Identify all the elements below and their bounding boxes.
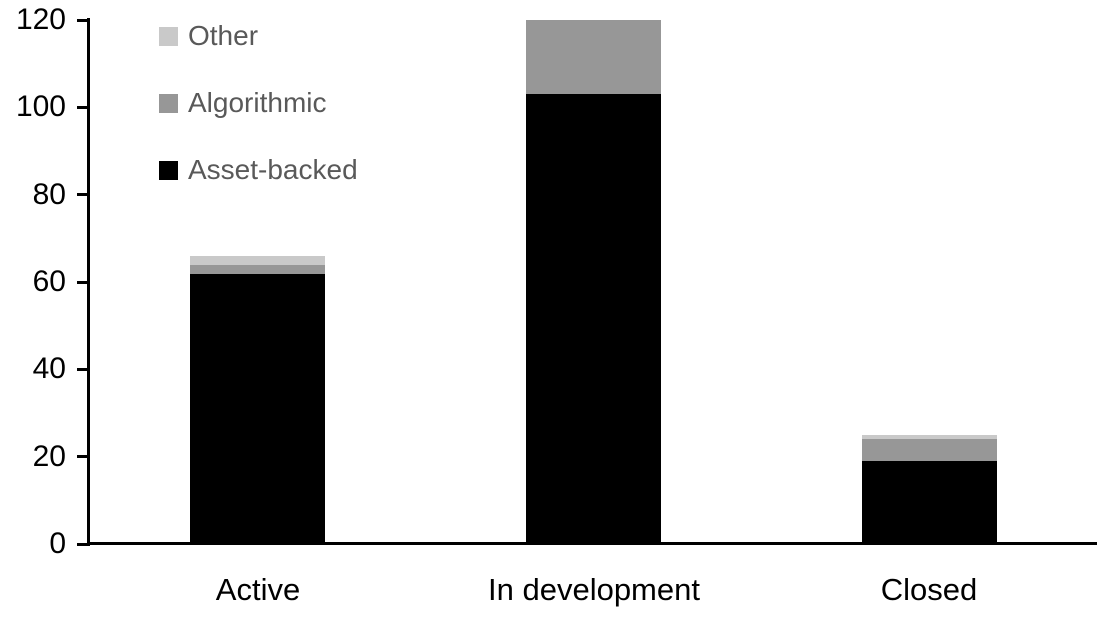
in-development-asset-backed-segment — [526, 94, 661, 544]
y-tick-mark — [77, 543, 90, 546]
y-tick-label: 40 — [32, 352, 66, 385]
legend-swatch-asset-backed — [159, 160, 178, 180]
closed-algorithmic-segment — [862, 439, 997, 461]
category-label-closed: Closed — [880, 572, 978, 607]
active-asset-backed-segment — [190, 273, 325, 544]
in-development-algorithmic-segment — [526, 20, 661, 94]
legend-swatch-other — [159, 26, 178, 46]
y-tick-label: 0 — [49, 527, 66, 560]
active-other-segment — [190, 256, 325, 265]
y-tick-mark — [77, 193, 90, 196]
closed-asset-backed-segment — [862, 461, 997, 544]
legend-item-asset-backed: Asset-backed — [159, 151, 358, 189]
y-tick-mark — [77, 368, 90, 371]
legend-label: Other — [188, 20, 259, 51]
legend-swatch-algorithmic — [159, 93, 178, 113]
legend-item-other: Other — [159, 17, 258, 55]
legend-label: Algorithmic — [188, 87, 327, 118]
y-tick-label: 80 — [32, 178, 66, 211]
y-tick-mark — [77, 455, 90, 458]
closed-other-segment — [862, 435, 997, 439]
y-tick-mark — [77, 19, 90, 22]
y-tick-label: 20 — [32, 440, 66, 473]
legend-item-algorithmic: Algorithmic — [159, 84, 326, 122]
y-tick-mark — [77, 281, 90, 284]
category-label-in-development: In development — [488, 572, 700, 607]
y-tick-label: 60 — [32, 265, 66, 298]
legend-label: Asset-backed — [188, 154, 358, 185]
y-tick-label: 120 — [15, 3, 66, 36]
y-tick-label: 100 — [15, 90, 66, 123]
active-algorithmic-segment — [190, 265, 325, 274]
y-tick-mark — [77, 106, 90, 109]
category-label-active: Active — [215, 572, 301, 607]
